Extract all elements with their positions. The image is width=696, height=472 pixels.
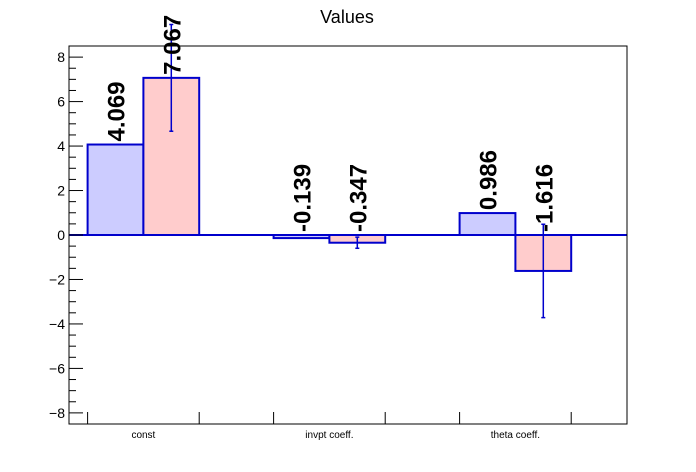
data-label-series2-cat1: 7.067 — [159, 15, 186, 75]
x-category-label-const: const — [131, 430, 155, 441]
data-label-series1-cat1: 4.069 — [104, 81, 131, 141]
data-label-series1-cat2: -0.139 — [290, 164, 317, 232]
bar-series1-theta-coeff- — [458, 212, 517, 237]
y-tick-label: −2 — [49, 271, 65, 287]
x-axis: const invpt coeff. theta coeff. — [87, 412, 572, 441]
bar-series1-const — [86, 143, 145, 236]
data-label-series2-cat2: -0.347 — [345, 164, 372, 232]
y-tick-label: −8 — [49, 405, 65, 421]
y-tick-label: 4 — [57, 138, 65, 154]
y-axis: −8 −6 −4 −2 0 2 4 6 8 — [49, 49, 83, 421]
y-tick-label: −4 — [49, 316, 65, 332]
error-bars-layer — [169, 23, 546, 319]
y-tick-label: −6 — [49, 360, 65, 376]
y-tick-label: 0 — [57, 227, 65, 243]
data-labels-layer: 4.069 -0.139 0.986 7.067 -0.347 -1.616 — [104, 15, 559, 232]
data-label-series1-cat3: 0.986 — [476, 150, 503, 210]
data-label-series2-cat3: -1.616 — [531, 164, 558, 232]
chart-title: Values — [320, 7, 374, 27]
x-category-label-invpt-coeff-: invpt coeff. — [305, 430, 353, 441]
y-tick-label: 8 — [57, 49, 65, 65]
y-tick-label: 6 — [57, 94, 65, 110]
y-tick-label: 2 — [57, 183, 65, 199]
x-category-label-theta-coeff-: theta coeff. — [491, 430, 540, 441]
